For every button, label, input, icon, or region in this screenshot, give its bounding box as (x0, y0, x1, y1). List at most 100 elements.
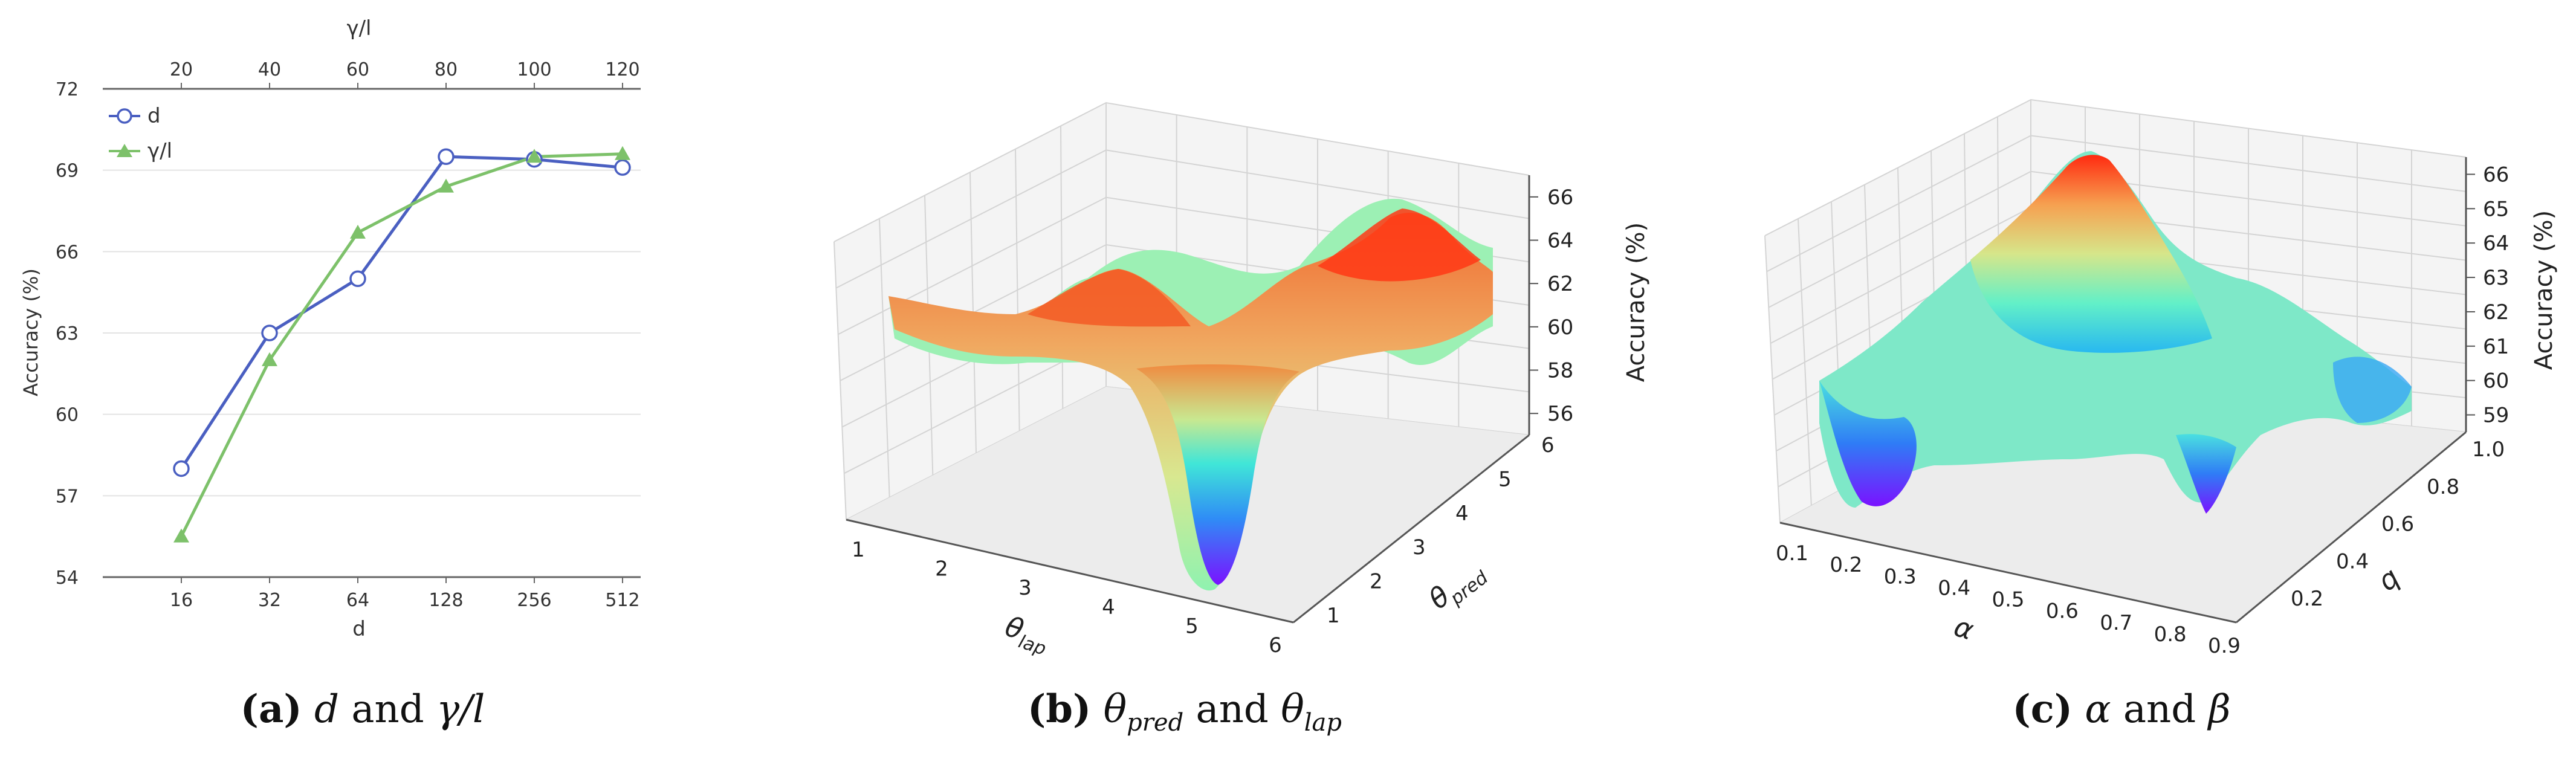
top-tick-label: 80 (435, 59, 458, 80)
series-line-0 (180, 155, 623, 470)
panel-b-x-label: θlap (1000, 610, 1054, 660)
panel-a-x-ticks: 16 32 64 128 256 512 (170, 577, 640, 611)
z-tick-label: 56 (1547, 402, 1573, 426)
x-tick-label: 0.4 (1938, 576, 1970, 600)
panel-b-well (1136, 364, 1299, 585)
panel-a-top-x-label: γ/l (346, 16, 371, 40)
panel-a-x-label: d (352, 617, 366, 641)
point-gamma-1 (262, 352, 277, 366)
z-tick-label: 64 (1547, 229, 1573, 253)
y-tick-label: 69 (56, 161, 79, 182)
x-tick-label: 0.3 (1884, 564, 1917, 589)
panel-c-ridge-right (2333, 357, 2412, 423)
y-tick-label: 0.8 (2427, 475, 2459, 499)
z-tick-label: 62 (1547, 272, 1573, 296)
panel-b-z-ticks: 56 58 60 62 64 66 (1529, 186, 1573, 426)
z-tick-label: 60 (1547, 315, 1573, 340)
pane-grid-line (833, 102, 1530, 242)
point-d-2 (349, 270, 366, 287)
panel-a-line-chart: 54 57 60 63 66 69 72 16 32 64 128 256 512 20 40 60 80 1… (19, 16, 641, 641)
y-tick-label: 4 (1455, 502, 1469, 526)
caption-b: (b) θpred and θlap (1027, 686, 1342, 740)
point-gamma-2 (350, 224, 366, 239)
panel-b-y-axis (1293, 434, 1530, 624)
point-gamma-0 (173, 528, 189, 543)
panel-b-y-label: θpred (1423, 554, 1493, 620)
y-tick-label: 2 (1370, 570, 1383, 594)
caption-c: (c) α and β (2012, 686, 2230, 732)
legend-gamma-marker (117, 144, 132, 157)
panel-a-series (173, 146, 631, 543)
top-tick-label: 40 (258, 59, 281, 80)
top-tick-label: 100 (517, 59, 551, 80)
point-gamma-4 (526, 149, 542, 163)
point-d-0 (173, 460, 190, 477)
legend-gamma-label: γ/l (147, 139, 172, 163)
x-tick-label: 6 (1269, 633, 1282, 657)
x-tick-label: 0.9 (2208, 634, 2241, 658)
x-tick-label: 5 (1185, 614, 1199, 638)
x-tick-label: 0.5 (1992, 588, 2024, 612)
legend-d-marker (117, 108, 132, 124)
panel-c-x-axis (1779, 522, 2237, 624)
panel-c-z-ticks: 59 60 61 62 63 64 65 66 (2466, 163, 2509, 428)
x-tick-label: 2 (935, 557, 948, 581)
y-tick-label: 0.2 (2291, 587, 2323, 611)
x-tick-label: 64 (346, 590, 369, 611)
z-tick-label: 63 (2483, 266, 2509, 290)
top-tick-label: 60 (346, 59, 369, 80)
panel-c-z-label: Accuracy (%) (2530, 210, 2558, 370)
y-tick-label: 6 (1541, 433, 1555, 457)
z-tick-label: 64 (2483, 231, 2509, 256)
x-tick-label: 128 (429, 590, 463, 611)
z-tick-label: 60 (2483, 369, 2509, 393)
y-tick-label: 60 (56, 405, 79, 426)
x-tick-label: 256 (517, 590, 551, 611)
x-tick-label: 4 (1102, 595, 1115, 619)
y-tick-label: 3 (1413, 535, 1426, 560)
panel-c-y-label: q (2372, 561, 2406, 598)
x-tick-label: 3 (1018, 576, 1032, 600)
z-tick-label: 66 (1547, 186, 1573, 210)
panel-c-well-left (1819, 381, 1917, 506)
y-tick-label: 0.6 (2381, 512, 2414, 537)
y-tick-label: 72 (56, 79, 79, 100)
x-tick-label: 0.1 (1776, 541, 1808, 566)
x-tick-label: 0.7 (2100, 611, 2132, 635)
y-tick-label: 0.4 (2336, 549, 2369, 573)
z-tick-label: 61 (2483, 335, 2509, 359)
z-tick-label: 62 (2483, 300, 2509, 325)
z-tick-label: 65 (2483, 197, 2509, 221)
panel-c-y-ticks: 0.2 0.4 0.6 0.8 1.0 (2291, 438, 2505, 611)
x-tick-label: 0.8 (2154, 622, 2187, 647)
y-tick-label: 57 (56, 486, 79, 507)
z-tick-label: 66 (2483, 163, 2509, 187)
point-gamma-3 (438, 178, 454, 193)
panel-b-x-axis (846, 518, 1294, 624)
panel-c-surface-plot: 0.1 0.2 0.3 0.4 0.5 0.6 0.7 0.8 0.9 0.2 0.4 0.6 0.8… (1764, 99, 2558, 658)
legend-d-label: d (147, 104, 161, 128)
x-tick-label: 0.2 (1830, 553, 1862, 577)
x-tick-label: 0.6 (2046, 599, 2079, 624)
panel-b-x-ticks: 1 2 3 4 5 6 (852, 538, 1282, 657)
y-tick-label: 66 (56, 242, 79, 263)
y-tick-label: 1.0 (2472, 438, 2505, 462)
pane-grid-line (1766, 135, 2467, 273)
y-tick-label: 54 (56, 567, 79, 589)
x-tick-label: 32 (258, 590, 281, 611)
x-tick-label: 1 (852, 538, 865, 562)
panel-b-z-label: Accuracy (%) (1622, 222, 1650, 383)
top-tick-label: 120 (605, 59, 639, 80)
point-d-3 (438, 148, 455, 165)
y-tick-label: 1 (1327, 604, 1340, 628)
panel-c-x-label: α (1950, 610, 1978, 647)
point-d-1 (261, 325, 278, 341)
y-tick-label: 63 (56, 323, 79, 344)
x-tick-label: 512 (605, 590, 639, 611)
z-tick-label: 59 (2483, 404, 2509, 428)
panel-a-top-ticks: 20 40 60 80 100 120 (170, 59, 640, 89)
panel-a-legend: d γ/l (109, 104, 172, 163)
top-tick-label: 20 (170, 59, 193, 80)
z-tick-label: 58 (1547, 359, 1573, 383)
